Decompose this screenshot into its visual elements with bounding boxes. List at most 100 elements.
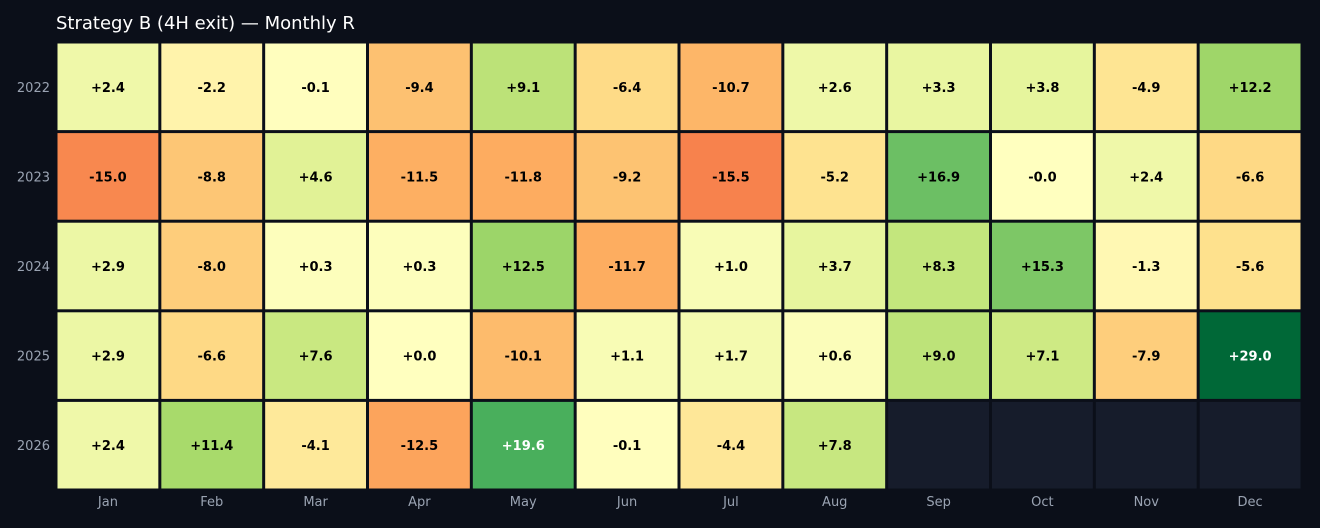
heatmap-cell	[576, 43, 678, 131]
cell-value-label: -9.4	[405, 81, 433, 96]
heatmap-empty-cell	[992, 401, 1093, 489]
cell-value-label: +2.9	[91, 350, 125, 365]
heatmap-cell	[265, 401, 366, 489]
cell-value-label: +1.0	[714, 260, 748, 275]
heatmap-cell	[1199, 133, 1301, 220]
column-tick-label: May	[510, 495, 537, 510]
cell-value-label: +8.3	[922, 260, 956, 275]
cell-value-label: +2.6	[818, 81, 852, 96]
heatmap-cell	[992, 133, 1093, 220]
heatmap-cell	[369, 222, 470, 310]
heatmap-cell	[784, 43, 886, 131]
column-tick-label: Aug	[822, 495, 847, 510]
heatmap-cell	[265, 43, 366, 131]
heatmap-cell	[472, 133, 574, 220]
cell-value-label: +0.3	[402, 260, 436, 275]
heatmap-cell	[888, 133, 989, 220]
cell-value-label: -15.5	[712, 170, 749, 185]
heatmap-cell	[576, 312, 678, 399]
heatmap-cell	[161, 43, 263, 131]
heatmap-cell	[369, 43, 470, 131]
cell-value-label: -12.5	[401, 439, 438, 454]
heatmap-cell	[472, 43, 574, 131]
heatmap-cell	[369, 312, 470, 399]
heatmap-cell	[1199, 312, 1301, 399]
row-tick-label: 2023	[17, 170, 50, 185]
column-tick-label: Dec	[1238, 495, 1263, 510]
cell-value-label: -1.3	[1132, 260, 1160, 275]
cell-value-label: -11.5	[401, 170, 438, 185]
heatmap-cell	[888, 43, 989, 131]
heatmap-cell	[265, 133, 366, 220]
cell-value-label: +2.4	[1129, 170, 1163, 185]
cell-value-label: -6.6	[198, 350, 226, 365]
row-tick-label: 2026	[17, 439, 50, 454]
cell-value-label: -4.1	[301, 439, 329, 454]
cell-value-label: -5.2	[821, 170, 849, 185]
cell-value-label: +1.7	[714, 350, 748, 365]
heatmap-cell	[576, 222, 678, 310]
cell-value-label: -8.8	[198, 170, 226, 185]
column-tick-label: Jul	[722, 495, 739, 510]
cell-value-label: -15.0	[89, 170, 126, 185]
cell-value-label: +7.8	[818, 439, 852, 454]
cell-value-label: +15.3	[1021, 260, 1064, 275]
heatmap-empty-cell	[1095, 401, 1197, 489]
heatmap-cell	[1095, 43, 1197, 131]
cell-value-label: -6.6	[1236, 170, 1264, 185]
cell-value-label: +19.6	[502, 439, 545, 454]
heatmap-cell	[680, 222, 782, 310]
cell-value-label: -2.2	[198, 81, 226, 96]
cell-value-label: +11.4	[190, 439, 233, 454]
heatmap-cell	[161, 133, 263, 220]
cell-value-label: -0.0	[1028, 170, 1056, 185]
heatmap-cell	[680, 43, 782, 131]
heatmap-cell	[472, 312, 574, 399]
cell-value-label: -9.2	[613, 170, 641, 185]
chart-title: Strategy B (4H exit) — Monthly R	[56, 13, 355, 34]
cell-value-label: -11.7	[608, 260, 645, 275]
column-tick-label: Oct	[1031, 495, 1053, 510]
cell-value-label: +0.0	[402, 350, 436, 365]
heatmap-cell	[680, 401, 782, 489]
cell-value-label: +12.5	[502, 260, 545, 275]
heatmap-cell	[161, 222, 263, 310]
cell-value-label: +29.0	[1229, 350, 1272, 365]
row-tick-label: 2025	[17, 350, 50, 365]
heatmap-cell	[992, 43, 1093, 131]
cell-value-label: +3.8	[1025, 81, 1059, 96]
column-tick-label: Mar	[303, 495, 328, 510]
cell-value-label: +9.0	[922, 350, 956, 365]
heatmap-cell	[680, 133, 782, 220]
cell-value-label: +0.3	[299, 260, 333, 275]
cell-value-label: +16.9	[917, 170, 960, 185]
heatmap-cell	[888, 312, 989, 399]
heatmap-cell	[57, 133, 159, 220]
column-tick-label: Nov	[1134, 495, 1160, 510]
heatmap-cell	[1095, 133, 1197, 220]
cell-value-label: -6.4	[613, 81, 641, 96]
cell-value-label: +1.1	[610, 350, 644, 365]
heatmap-cell	[680, 312, 782, 399]
cell-value-label: -4.4	[717, 439, 745, 454]
heatmap-cell	[265, 312, 366, 399]
cell-value-label: -10.7	[712, 81, 749, 96]
cell-value-label: -8.0	[198, 260, 226, 275]
heatmap-cell	[576, 133, 678, 220]
column-tick-label: Jun	[616, 495, 637, 510]
heatmap-cell	[992, 312, 1093, 399]
cell-value-label: -4.9	[1132, 81, 1160, 96]
column-tick-label: Sep	[926, 495, 951, 510]
heatmap-cell	[57, 312, 159, 399]
cell-value-label: +2.4	[91, 439, 125, 454]
cell-value-label: +9.1	[506, 81, 540, 96]
heatmap-cell	[1199, 43, 1301, 131]
cell-value-label: -11.8	[505, 170, 542, 185]
cell-value-label: +3.7	[818, 260, 852, 275]
heatmap-cell	[161, 401, 263, 489]
cell-value-label: +7.6	[299, 350, 333, 365]
heatmap-cell	[369, 401, 470, 489]
heatmap-cell	[57, 222, 159, 310]
cell-value-label: -0.1	[613, 439, 641, 454]
cell-value-label: +2.4	[91, 81, 125, 96]
